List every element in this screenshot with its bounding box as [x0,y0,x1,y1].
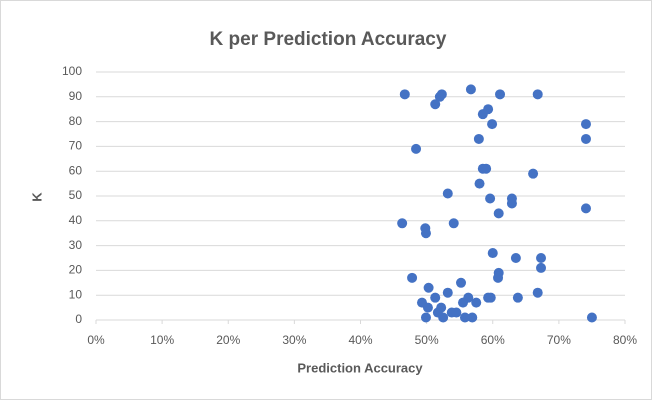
point [532,89,543,100]
x-tick-label: 20% [216,333,240,347]
y-tick-label: 60 [69,163,83,177]
point [438,312,449,323]
point [430,292,441,303]
point [532,287,543,298]
point [485,193,496,204]
point [436,89,447,100]
y-tick-label: 0 [75,312,82,326]
point [423,282,434,293]
point [442,188,453,199]
point [448,218,459,229]
x-tick-label: 50% [415,333,439,347]
point [481,163,492,174]
x-tick-label: 60% [481,333,505,347]
point [506,198,517,209]
point [528,168,539,179]
point [495,89,506,100]
point [512,292,523,303]
point [493,272,504,283]
point [442,287,453,298]
point [536,253,547,263]
point [580,133,591,144]
y-axis-title: K [29,192,44,202]
x-axis-title: Prediction Accuracy [297,360,423,375]
point [487,248,498,259]
point [493,208,504,219]
y-tick-label: 40 [69,213,83,227]
point [430,99,441,110]
x-tick-label: 10% [150,333,174,347]
x-tick-label: 30% [282,333,306,347]
point [420,228,431,239]
point [483,292,494,303]
y-tick-label: 70 [69,139,83,153]
point [397,218,408,229]
point [586,312,597,323]
x-tick-label: 0% [87,333,105,347]
y-tick-label: 100 [62,64,82,78]
point [451,307,462,318]
y-tick-label: 10 [69,287,83,301]
point [420,312,431,323]
point [465,84,476,95]
point [487,119,498,130]
x-tick-label: 80% [613,333,637,347]
x-tick-label: 40% [348,333,372,347]
y-tick-label: 80 [69,114,83,128]
point [407,272,418,283]
point [510,253,521,263]
point [580,203,591,214]
point [411,143,422,154]
point [536,262,547,273]
y-tick-label: 50 [69,188,83,202]
point [471,297,482,308]
point [422,302,433,313]
point [457,297,468,308]
point [474,178,485,189]
point [580,119,591,130]
y-tick-label: 30 [69,238,83,252]
point [477,109,488,120]
point [473,133,484,144]
y-tick-label: 20 [69,263,83,277]
point [399,89,410,100]
point [456,277,467,288]
point [467,312,478,323]
y-tick-label: 90 [69,89,83,103]
point [459,312,470,323]
x-tick-label: 70% [547,333,571,347]
chart-title: K per Prediction Accuracy [210,29,447,50]
